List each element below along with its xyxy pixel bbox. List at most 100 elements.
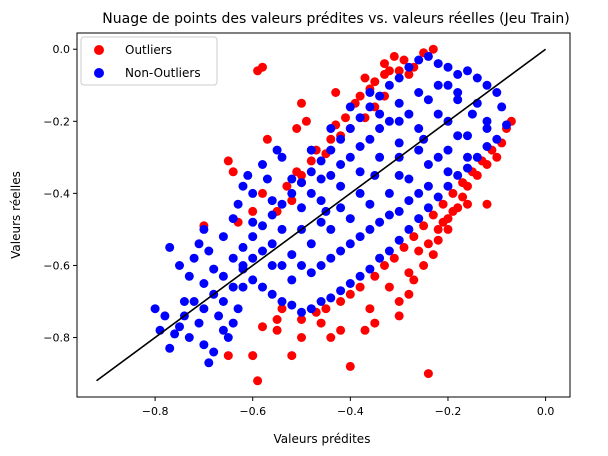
outlier-point	[228, 167, 238, 177]
non-outlier-point	[472, 152, 482, 162]
non-outlier-point	[233, 199, 243, 209]
non-outlier-point	[272, 145, 282, 155]
outlier-point	[365, 304, 375, 314]
non-outlier-point	[316, 261, 326, 270]
non-outlier-point	[267, 196, 277, 206]
non-outlier-point	[277, 261, 287, 270]
outlier-point	[248, 351, 258, 361]
non-outlier-point	[262, 174, 272, 184]
non-outlier-point	[297, 178, 306, 188]
non-outlier-point	[248, 217, 258, 227]
non-outlier-point	[258, 246, 267, 256]
legend-box	[80, 36, 218, 86]
outlier-point	[292, 167, 302, 177]
outlier-point	[423, 369, 433, 379]
non-outlier-point	[287, 300, 297, 310]
non-outlier-point	[502, 120, 511, 130]
non-outlier-point	[423, 95, 433, 105]
non-outlier-point	[297, 307, 306, 317]
outlier-point	[384, 282, 394, 292]
outlier-point	[253, 376, 263, 386]
non-outlier-point	[482, 116, 492, 126]
outlier-point	[370, 271, 380, 281]
non-outlier-point	[355, 188, 365, 198]
outlier-point	[384, 66, 394, 76]
non-outlier-point	[463, 163, 472, 173]
non-outlier-point	[204, 358, 214, 368]
plot-frame	[76, 32, 571, 398]
outlier-point	[399, 55, 409, 65]
x-tick-label: −0.2	[435, 405, 462, 418]
legend: Outliers Non-Outliers	[80, 36, 218, 86]
y-tick-label: 0.0	[53, 43, 71, 56]
non-outlier-point	[297, 203, 306, 213]
non-outlier-point	[165, 343, 175, 353]
outlier-point	[287, 351, 297, 361]
non-outlier-point	[365, 264, 375, 274]
outlier-point	[292, 124, 302, 133]
non-outlier-point	[497, 102, 507, 112]
x-tick-label: −0.4	[337, 405, 364, 418]
non-outlier-point	[492, 134, 502, 144]
chart-title: Nuage de points des valeurs prédites vs.…	[102, 11, 569, 27]
non-outlier-point	[453, 95, 463, 105]
non-outlier-point	[345, 239, 355, 249]
non-outlier-point	[209, 264, 219, 274]
non-outlier-point	[204, 246, 214, 256]
non-outlier-point	[345, 152, 355, 162]
non-outlier-point	[414, 124, 424, 133]
non-outlier-point	[248, 232, 258, 242]
outlier-point	[316, 318, 326, 328]
outlier-point	[355, 282, 365, 292]
outlier-point	[287, 196, 297, 206]
non-outlier-point	[326, 145, 336, 155]
non-outlier-point	[238, 242, 248, 252]
non-outlier-point	[453, 88, 463, 97]
outlier-point	[438, 217, 448, 227]
non-outlier-point	[394, 170, 404, 180]
non-outlier-point	[375, 253, 385, 263]
non-outlier-point	[194, 318, 204, 328]
non-outlier-point	[384, 80, 394, 90]
outlier-point	[419, 221, 429, 231]
outlier-point	[345, 289, 355, 299]
x-tick-label: 0.0	[537, 405, 555, 418]
outlier-point	[272, 315, 282, 324]
outlier-point	[370, 77, 380, 87]
legend-label-non-outliers: Non-Outliers	[125, 66, 201, 80]
non-outlier-point	[316, 174, 326, 184]
non-outlier-point	[326, 253, 336, 263]
y-axis-ticks: −0.8 −0.6 −0.4 −0.2 0.0	[43, 43, 77, 345]
non-outlier-point	[258, 282, 267, 292]
outlier-point	[443, 224, 453, 234]
non-outlier-point	[277, 199, 287, 209]
non-outlier-point	[184, 333, 194, 342]
outlier-point	[394, 311, 404, 321]
non-outlier-point	[433, 109, 443, 119]
non-outlier-point	[297, 261, 306, 270]
outlier-point	[355, 91, 365, 101]
non-outlier-point	[394, 235, 404, 245]
non-outlier-point	[336, 181, 346, 191]
outlier-point	[404, 289, 414, 299]
non-outlier-point	[306, 239, 316, 249]
non-outlier-point	[189, 253, 199, 263]
non-outlier-point	[218, 232, 228, 242]
non-outlier-point	[443, 80, 453, 90]
outlier-point	[341, 113, 350, 123]
non-outlier-point	[482, 142, 492, 151]
outlier-point	[326, 333, 336, 342]
outlier-point	[360, 325, 370, 335]
outlier-point	[438, 199, 448, 209]
non-outlier-point	[267, 210, 277, 220]
outlier-point	[282, 181, 292, 191]
non-outlier-point	[404, 196, 414, 206]
non-outlier-point	[384, 246, 394, 256]
non-outlier-point	[472, 73, 482, 83]
non-outlier-point	[404, 174, 414, 184]
y-tick-label: −0.8	[43, 332, 70, 345]
legend-swatch-non-outliers	[94, 68, 104, 78]
outlier-point	[394, 297, 404, 306]
non-outlier-point	[375, 152, 385, 162]
